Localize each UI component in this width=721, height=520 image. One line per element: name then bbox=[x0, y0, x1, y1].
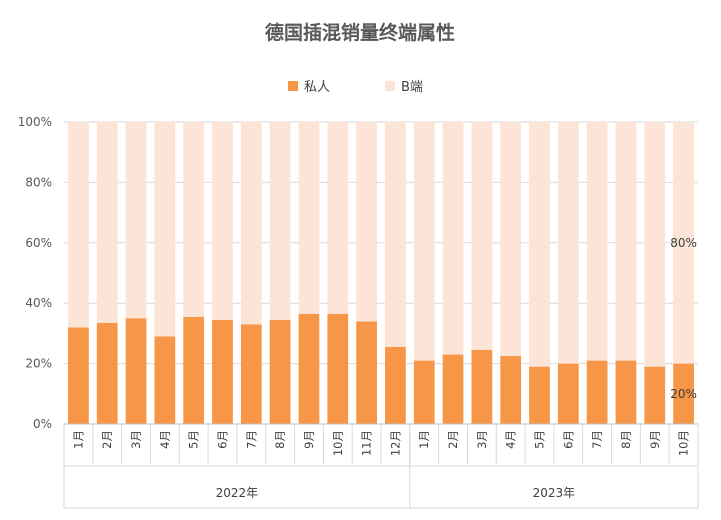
bar-B端-0 bbox=[68, 122, 89, 328]
bar-私人-20 bbox=[644, 366, 666, 424]
legend-swatch-1 bbox=[385, 81, 395, 91]
bar-B端-5 bbox=[212, 122, 233, 320]
bar-私人-12 bbox=[413, 360, 435, 424]
bar-私人-9 bbox=[327, 313, 349, 424]
bar-私人-2 bbox=[125, 318, 147, 424]
data-label: 20% bbox=[670, 387, 697, 401]
bar-B端-15 bbox=[500, 122, 522, 357]
chart-title: 德国插混销量终端属性 bbox=[265, 21, 455, 44]
bar-私人-19 bbox=[615, 360, 637, 424]
bar-B端-6 bbox=[240, 122, 262, 325]
bar-私人-18 bbox=[586, 360, 608, 424]
x-tick-label: 12月 bbox=[388, 430, 402, 456]
bar-B端-13 bbox=[442, 122, 464, 355]
legend-label-0: 私人 bbox=[304, 80, 330, 95]
y-tick-label: 100% bbox=[18, 115, 52, 129]
bar-B端-14 bbox=[471, 122, 493, 351]
bar-私人-10 bbox=[356, 321, 377, 424]
x-tick-label: 7月 bbox=[590, 430, 604, 449]
bar-私人-8 bbox=[298, 313, 320, 424]
x-tick-label: 9月 bbox=[302, 430, 316, 449]
x-axis: 1月 2月 3月 4月 5月 6月 7月 8月 9月 10月 11月 12月 1月 2月 3月 4月 5月 6月 7… bbox=[63, 423, 699, 509]
group-label-0: 2022年 bbox=[216, 486, 259, 500]
bar-B端-21 bbox=[673, 122, 694, 364]
x-tick-label: 10月 bbox=[331, 430, 345, 456]
x-tick-label: 6月 bbox=[561, 430, 575, 449]
bar-私人-1 bbox=[96, 322, 118, 424]
bar-私人-5 bbox=[212, 319, 233, 424]
bar-私人-6 bbox=[240, 324, 262, 424]
x-tick-label: 8月 bbox=[619, 430, 633, 449]
y-tick-label: 60% bbox=[25, 236, 52, 250]
x-tick-label: 6月 bbox=[216, 430, 230, 449]
y-tick-label: 0% bbox=[33, 417, 52, 431]
x-tick-label: 2月 bbox=[100, 430, 114, 449]
x-tick-label: 4月 bbox=[158, 430, 172, 449]
bar-B端-9 bbox=[327, 122, 349, 314]
bar-B端-11 bbox=[385, 122, 406, 347]
y-axis-ticks: 0% 20% 40% 60% 80% 100% bbox=[18, 115, 52, 431]
bar-B端-18 bbox=[586, 122, 608, 361]
x-tick-label: 3月 bbox=[475, 430, 489, 449]
bars bbox=[68, 122, 694, 424]
x-tick-label: 5月 bbox=[187, 430, 201, 449]
bar-私人-7 bbox=[269, 319, 291, 424]
legend: 私人 B端 bbox=[288, 80, 423, 95]
bar-B端-3 bbox=[154, 122, 176, 337]
bar-B端-2 bbox=[125, 122, 147, 319]
x-tick-label: 5月 bbox=[533, 430, 547, 449]
bar-B端-19 bbox=[615, 122, 637, 361]
bar-B端-16 bbox=[529, 122, 550, 367]
bar-私人-14 bbox=[471, 350, 493, 424]
bar-私人-16 bbox=[529, 366, 550, 424]
x-tick-label: 2月 bbox=[446, 430, 460, 449]
x-tick-label: 3月 bbox=[129, 430, 143, 449]
bar-B端-12 bbox=[413, 122, 435, 361]
bar-私人-4 bbox=[183, 316, 205, 424]
x-tick-label: 8月 bbox=[273, 430, 287, 449]
bar-B端-8 bbox=[298, 122, 320, 314]
legend-swatch-0 bbox=[288, 81, 298, 91]
y-tick-label: 80% bbox=[25, 175, 52, 189]
x-tick-label: 10月 bbox=[677, 430, 691, 456]
data-label: 80% bbox=[670, 236, 697, 250]
x-tick-label: 4月 bbox=[504, 430, 518, 449]
x-tick-label: 7月 bbox=[244, 430, 258, 449]
bar-私人-17 bbox=[557, 363, 579, 424]
x-tick-label: 9月 bbox=[648, 430, 662, 449]
data-labels: 20% 80% bbox=[670, 236, 697, 401]
group-label-1: 2023年 bbox=[533, 486, 576, 500]
bar-私人-21 bbox=[673, 363, 694, 424]
bar-B端-4 bbox=[183, 122, 205, 317]
bar-B端-7 bbox=[269, 122, 291, 320]
bar-B端-17 bbox=[557, 122, 579, 364]
x-tick-label: 11月 bbox=[360, 430, 374, 456]
x-tick-label: 1月 bbox=[71, 430, 85, 449]
bar-私人-3 bbox=[154, 336, 176, 424]
y-tick-label: 40% bbox=[25, 296, 52, 310]
bar-私人-13 bbox=[442, 354, 464, 424]
bar-B端-1 bbox=[96, 122, 118, 323]
x-tick-label: 1月 bbox=[417, 430, 431, 449]
bar-私人-15 bbox=[500, 356, 522, 424]
y-tick-label: 20% bbox=[25, 357, 52, 371]
bar-B端-10 bbox=[356, 122, 377, 322]
bar-私人-0 bbox=[68, 327, 89, 424]
legend-label-1: B端 bbox=[401, 80, 423, 95]
bar-私人-11 bbox=[385, 346, 406, 424]
bar-B端-20 bbox=[644, 122, 666, 367]
